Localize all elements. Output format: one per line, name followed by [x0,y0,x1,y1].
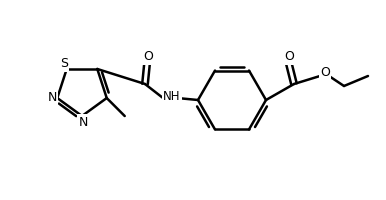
Text: O: O [320,66,330,79]
Text: N: N [78,116,88,129]
Text: NH: NH [163,90,181,104]
Text: S: S [60,57,68,70]
Text: O: O [143,50,153,64]
Text: O: O [284,50,294,64]
Text: N: N [47,91,57,104]
